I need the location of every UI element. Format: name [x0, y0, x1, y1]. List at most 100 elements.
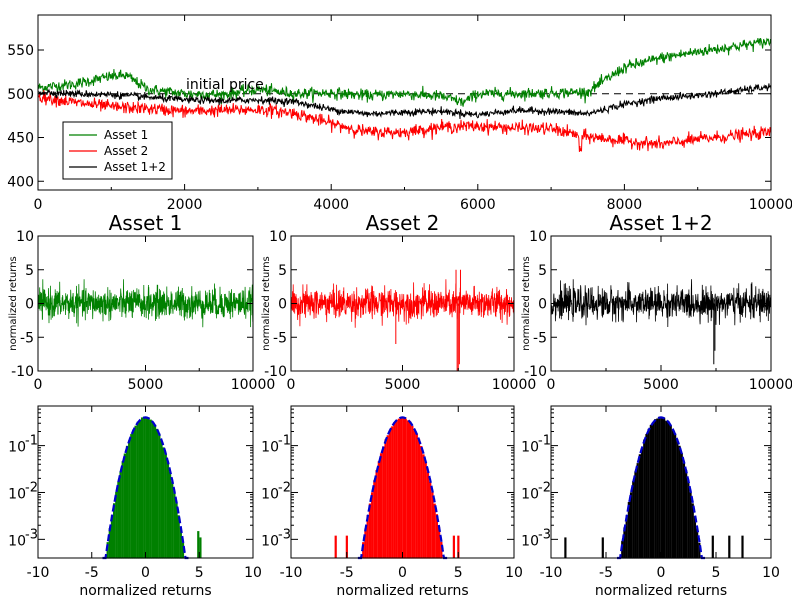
histogram-bar — [115, 491, 118, 559]
histogram-bar — [382, 446, 385, 559]
x-tick-label: 0 — [657, 565, 666, 581]
returns-chart-2: Asset 2 normalized returns 0 5000 10000 -10 -5… — [261, 211, 536, 393]
y-tick-label-base: 10 — [261, 533, 279, 549]
x-tick-label: 5 — [195, 565, 204, 581]
gaussian-fit-curve — [617, 416, 705, 560]
x-tick-label: -5 — [340, 565, 354, 581]
histogram-outlier-bar — [452, 535, 455, 558]
y-tick-label: -5 — [273, 330, 287, 346]
histogram-bar — [682, 462, 686, 559]
histogram-bar — [649, 424, 653, 559]
y-tick-label-base: 10 — [261, 440, 279, 456]
histogram-bar — [388, 429, 392, 559]
y-tick-label: -10 — [11, 364, 34, 380]
x-tick-label: 10 — [762, 565, 780, 581]
series-line-asset-2 — [37, 89, 772, 152]
histogram-bar — [640, 447, 644, 559]
y-axis-label: normalized returns — [261, 256, 272, 351]
histogram-bar — [117, 481, 120, 559]
y-tick-label: 0 — [538, 297, 547, 313]
histogram-bar — [420, 446, 423, 559]
x-tick-label: 5000 — [128, 377, 164, 393]
y-tick-label: -5 — [533, 330, 547, 346]
histogram-bar — [693, 516, 697, 559]
x-tick-label: 5 — [454, 565, 463, 581]
histogram-bar — [164, 454, 167, 559]
histogram-bar — [371, 492, 374, 559]
histogram-bar — [373, 480, 376, 559]
histogram-bar — [680, 452, 683, 559]
histogram-bar — [623, 527, 626, 559]
x-tick-label: 0 — [398, 565, 407, 581]
y-tick-label: -5 — [20, 330, 34, 346]
histogram-bar — [406, 420, 410, 559]
histogram-bar — [119, 471, 122, 559]
histogram-bar — [422, 454, 425, 559]
y-tick-label: 400 — [7, 174, 34, 190]
histogram-bar — [638, 454, 642, 559]
histogram-bar — [123, 453, 127, 559]
y-tick-label-base: 10 — [8, 533, 26, 549]
histogram-bar — [138, 420, 142, 559]
panel-title: Asset 1+2 — [609, 211, 712, 235]
legend-entry: Asset 1+2 — [104, 160, 166, 174]
y-tick-label-exponent: -3 — [25, 527, 38, 542]
y-tick-label: -10 — [264, 364, 287, 380]
y-tick-label: 10 — [529, 229, 547, 245]
y-tick-label-base: 10 — [521, 486, 539, 502]
histogram-bar — [166, 461, 170, 559]
x-tick-label: 5000 — [643, 377, 679, 393]
histogram-bar — [153, 424, 157, 559]
histogram-bar — [667, 421, 670, 559]
histogram-bar — [113, 503, 116, 559]
histogram-bar — [431, 491, 434, 559]
histogram-outlier-bar — [601, 537, 604, 558]
histogram-outlier-bar — [334, 535, 337, 558]
histogram-bar — [415, 433, 418, 559]
x-tick-label: -10 — [27, 565, 50, 581]
histogram-outlier-bar — [711, 535, 714, 558]
histogram-bar — [684, 470, 688, 559]
y-tick-label: 0 — [278, 297, 287, 313]
histogram-bar — [162, 447, 165, 559]
x-axis-label: normalized returns — [595, 583, 727, 599]
histogram-bar — [391, 426, 394, 559]
histogram-bar — [147, 417, 150, 559]
histogram-bar — [110, 515, 114, 559]
y-tick-label-exponent: -1 — [25, 434, 38, 449]
histogram-bar — [149, 419, 152, 559]
histogram-bar — [160, 440, 163, 559]
y-tick-label-base: 10 — [521, 440, 539, 456]
histogram-bar — [629, 492, 633, 559]
series-line-asset-1-2 — [38, 83, 772, 120]
x-tick-label: 10 — [244, 565, 262, 581]
histogram-bar — [175, 503, 178, 559]
histogram-bar — [395, 419, 398, 559]
histogram-bar — [375, 470, 378, 559]
histogram-outlier-bar — [197, 531, 200, 558]
histogram-bar — [413, 430, 416, 559]
y-tick-label: 10 — [269, 229, 287, 245]
y-tick-label-exponent: -2 — [278, 480, 291, 495]
y-tick-label: 10 — [16, 229, 34, 245]
histogram-bar — [368, 503, 372, 559]
histogram-bar — [171, 481, 174, 559]
gaussian-fit-curve — [102, 416, 189, 560]
histogram-outlier-bar — [199, 537, 202, 558]
histogram-bar — [128, 440, 131, 559]
y-tick-label-base: 10 — [521, 533, 539, 549]
x-tick-label: 0 — [34, 197, 43, 213]
x-tick-label: 8000 — [607, 197, 643, 213]
histogram-bar — [411, 425, 414, 559]
histogram-outlier-bar — [345, 535, 348, 558]
x-tick-label: -10 — [540, 565, 563, 581]
initial-price-annotation: initial price — [186, 77, 264, 93]
legend-entry: Asset 1 — [104, 128, 148, 142]
histogram-bar — [656, 418, 659, 559]
histogram-bar — [143, 416, 146, 559]
y-tick-label: 5 — [278, 263, 287, 279]
histogram-bar — [643, 439, 646, 559]
y-tick-label-base: 10 — [261, 486, 279, 502]
